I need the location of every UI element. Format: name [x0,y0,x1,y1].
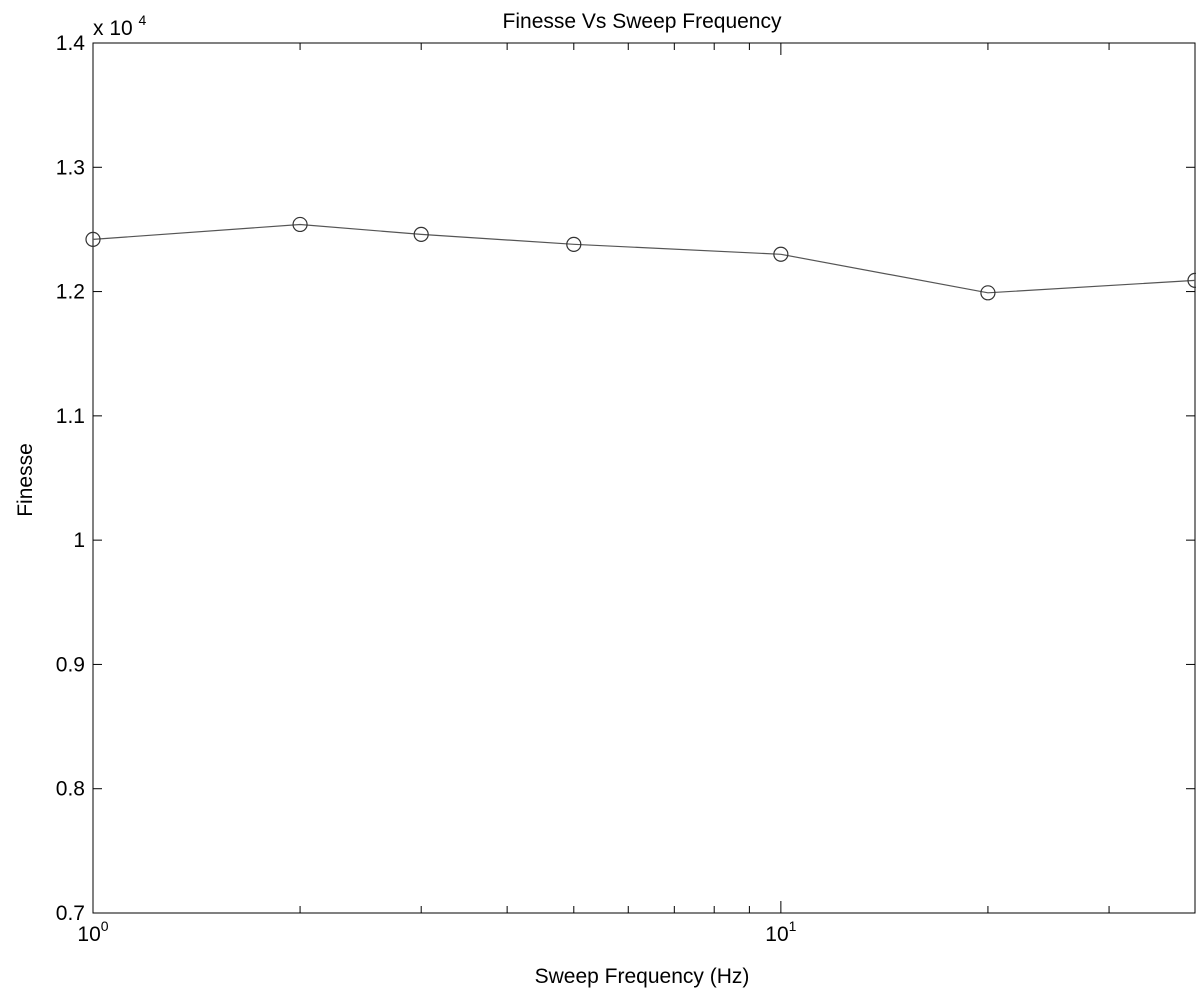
data-point-marker [980,285,996,301]
data-point-marker [292,216,308,233]
y-tick-label: 1.2 [56,281,85,304]
data-point-marker [773,246,789,262]
chart-title: Finesse Vs Sweep Frequency [503,10,782,33]
data-point-marker [413,226,429,242]
x-tick-label: 101 [765,918,796,946]
y-tick-label: 1.1 [56,405,85,428]
x-axis-ticks: 100 101 [77,43,1110,946]
y-axis-ticks: 0.7 0.8 0.9 1 1.1 1.2 1.3 1.4 [56,32,1195,925]
plot-area [92,42,1196,914]
y-tick-label: 0.8 [56,778,85,801]
y-multiplier-label: x 10 4 [93,12,147,40]
data-point-marker [1187,272,1196,288]
x-tick-label: 100 [77,918,108,946]
y-tick-label: 1 [73,529,85,552]
y-tick-label: 0.9 [56,653,85,676]
x-tick-label-base: 10 [77,923,100,946]
x-axis-label: Sweep Frequency (Hz) [535,965,750,988]
y-multiplier-exponent: 4 [139,12,147,28]
y-tick-label: 1.4 [56,32,86,55]
y-multiplier-base: x 10 [93,17,133,40]
data-series [85,216,1196,301]
x-tick-label-base: 10 [765,923,788,946]
series-line [92,223,1196,294]
y-axis-label: Finesse [14,443,37,517]
data-point-marker [85,231,101,247]
y-tick-label: 1.3 [56,156,85,179]
data-point-marker [566,236,582,252]
y-tick-label: 0.7 [56,902,85,925]
x-tick-label-exponent: 0 [101,918,109,934]
x-tick-label-exponent: 1 [789,918,797,934]
